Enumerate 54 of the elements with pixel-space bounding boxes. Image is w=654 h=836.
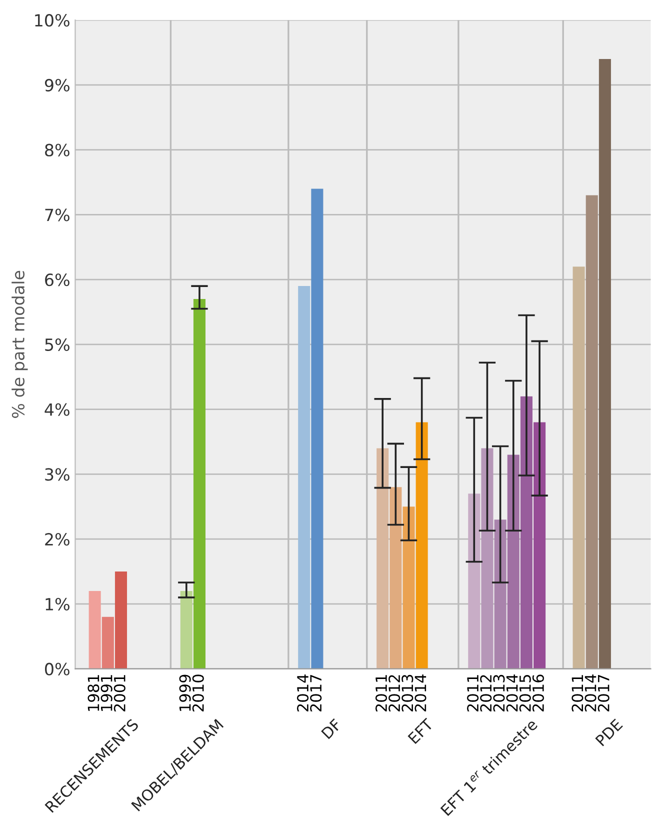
x-tick-label: 2001 bbox=[114, 675, 126, 712]
x-tick-label: 2011 bbox=[375, 675, 388, 712]
x-tick-label: 2011 bbox=[572, 675, 584, 712]
y-tick-label: 2% bbox=[45, 533, 70, 546]
bar bbox=[402, 506, 415, 669]
x-tick-label: 2016 bbox=[532, 674, 544, 712]
bar bbox=[311, 188, 324, 669]
y-axis-title: % de part modale bbox=[12, 270, 28, 418]
bar bbox=[376, 448, 389, 669]
bar bbox=[572, 266, 585, 669]
y-tick-label: 4% bbox=[44, 403, 70, 416]
bar bbox=[494, 520, 506, 669]
bar bbox=[416, 422, 428, 669]
bar bbox=[598, 58, 611, 669]
y-tick-label: 5% bbox=[45, 338, 70, 351]
bar bbox=[481, 448, 494, 669]
x-tick-label: 1991 bbox=[100, 675, 112, 711]
bar bbox=[507, 454, 520, 669]
x-tick-label: 2011 bbox=[467, 675, 479, 712]
bar bbox=[180, 590, 192, 669]
text: EFT 1$^{er}$ trimestre bbox=[440, 718, 538, 816]
x-tick-label: 2013 bbox=[402, 674, 414, 712]
y-tick-label: 6% bbox=[45, 274, 70, 286]
bar bbox=[114, 571, 128, 669]
x-tick-label: 2012 bbox=[388, 675, 400, 712]
x-tick-label: 2015 bbox=[519, 674, 531, 712]
bar bbox=[586, 195, 598, 669]
x-tick-label: 2014 bbox=[414, 674, 426, 712]
x-tick-label: 2014 bbox=[296, 674, 309, 712]
bar bbox=[298, 286, 310, 669]
y-tick-label: 8% bbox=[45, 144, 70, 156]
y-tick-label: 7% bbox=[45, 208, 70, 222]
bar bbox=[468, 494, 480, 669]
x-tick-label: 2014 bbox=[506, 674, 518, 712]
x-tick-label: 2017 bbox=[598, 674, 610, 712]
text: DF bbox=[321, 718, 342, 740]
x-tick-label: 2017 bbox=[310, 674, 322, 712]
x-tick-label: 2012 bbox=[480, 675, 492, 712]
x-tick-label: 1999 bbox=[179, 674, 191, 711]
y-tick-label: 0% bbox=[45, 662, 70, 676]
y-tick-label: 1% bbox=[46, 598, 70, 610]
y-tick-label: 9% bbox=[44, 78, 70, 92]
bar bbox=[102, 616, 114, 669]
bar bbox=[88, 590, 101, 669]
x-tick-label: 2010 bbox=[192, 674, 204, 712]
x-tick-label: 1981 bbox=[88, 675, 100, 711]
bar bbox=[520, 396, 532, 669]
y-tick-label: 3% bbox=[45, 468, 70, 481]
y-tick-label: 10% bbox=[35, 14, 70, 27]
bar bbox=[534, 422, 546, 669]
x-tick-label: 2013 bbox=[493, 674, 505, 712]
x-tick-label: 2014 bbox=[584, 674, 596, 712]
bar bbox=[390, 487, 402, 669]
bar bbox=[193, 299, 206, 669]
